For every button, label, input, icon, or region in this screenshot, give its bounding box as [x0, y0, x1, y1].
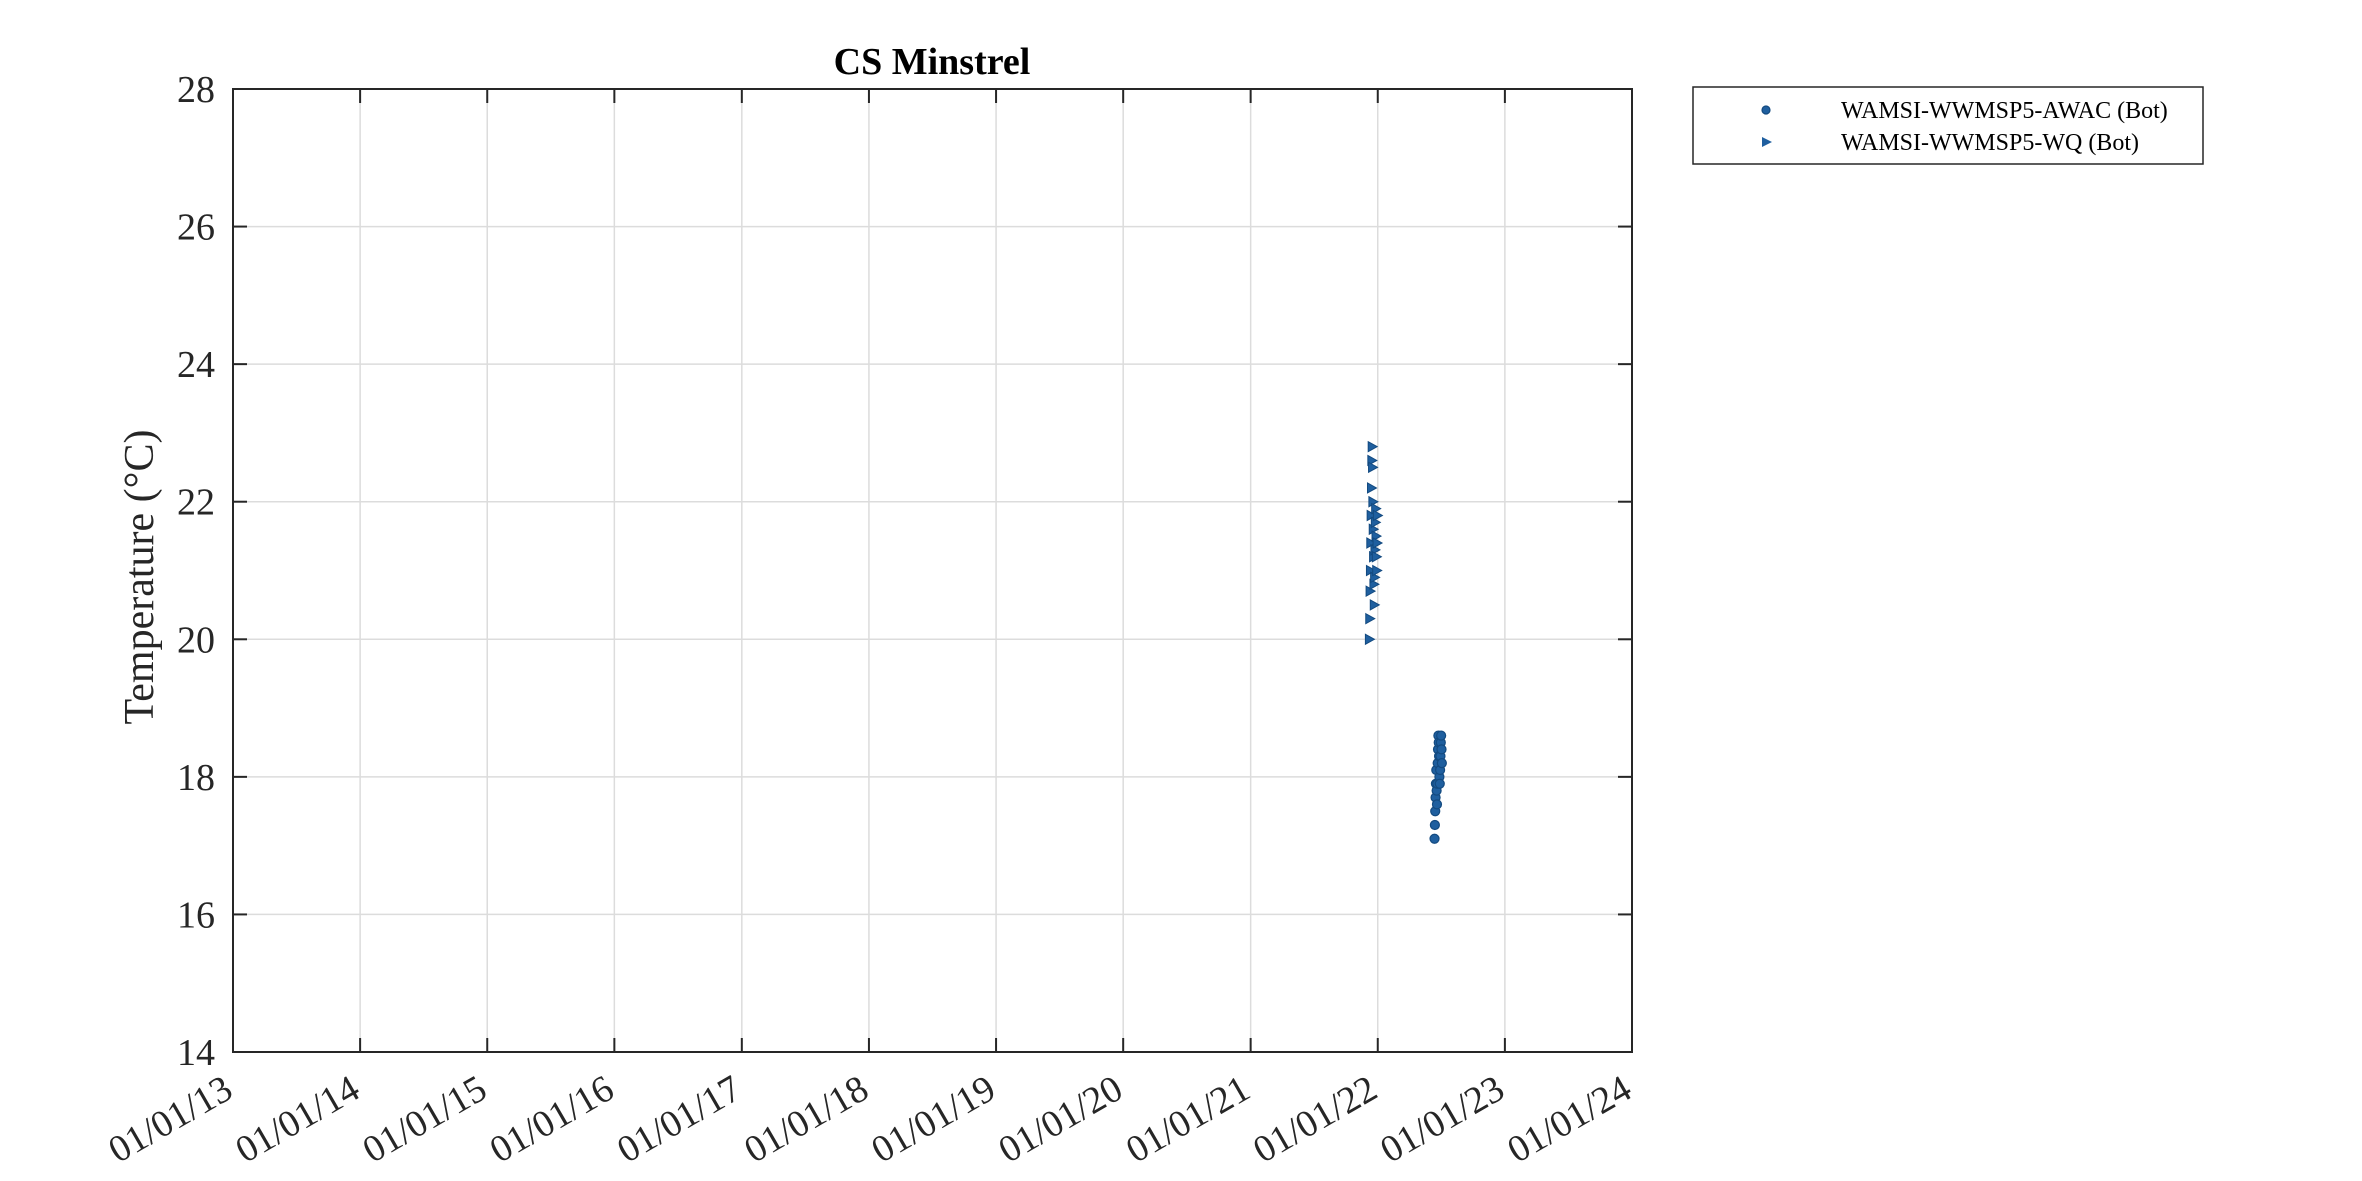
y-tick-label: 16	[177, 894, 215, 936]
data-points	[1364, 440, 1447, 844]
data-point	[1436, 744, 1447, 755]
axes-box	[232, 88, 1633, 1053]
grid-lines	[233, 89, 1632, 1052]
data-point	[1372, 537, 1384, 549]
y-tick-label: 14	[177, 1032, 215, 1074]
data-point	[1434, 778, 1445, 789]
data-point	[1372, 564, 1383, 577]
data-point	[1436, 757, 1447, 769]
data-point	[1366, 482, 1378, 494]
data-point	[1367, 440, 1379, 453]
y-tick-label: 18	[177, 757, 215, 799]
data-point	[1431, 799, 1443, 810]
legend: WAMSI-WWMSP5-AWAC (Bot) WAMSI-WWMSP5-WQ …	[1692, 86, 2204, 165]
y-tick-label: 24	[177, 344, 215, 386]
legend-label-awac: WAMSI-WWMSP5-AWAC (Bot)	[1841, 98, 2168, 124]
data-point	[1369, 599, 1381, 611]
data-point	[1429, 833, 1440, 844]
data-point	[1429, 819, 1440, 831]
series-1	[1364, 440, 1384, 646]
y-tick-label: 22	[177, 482, 215, 524]
chart-title: CS Minstrel	[834, 41, 1031, 83]
y-tick-label: 28	[177, 69, 215, 111]
data-point	[1371, 550, 1383, 563]
data-point	[1364, 633, 1376, 646]
data-point	[1372, 509, 1384, 522]
y-axis-label: Temperature (°C)	[117, 430, 163, 725]
data-point	[1365, 612, 1376, 625]
legend-label-wq: WAMSI-WWMSP5-WQ (Bot)	[1841, 130, 2139, 156]
legend-box	[1692, 86, 2204, 165]
legend-marker-wq	[1762, 137, 1772, 147]
data-point	[1368, 461, 1379, 474]
y-tick-label: 20	[177, 619, 215, 661]
series-0	[1429, 730, 1447, 844]
data-point	[1436, 730, 1447, 741]
legend-marker-awac	[1761, 105, 1771, 115]
y-tick-label: 26	[177, 207, 215, 249]
